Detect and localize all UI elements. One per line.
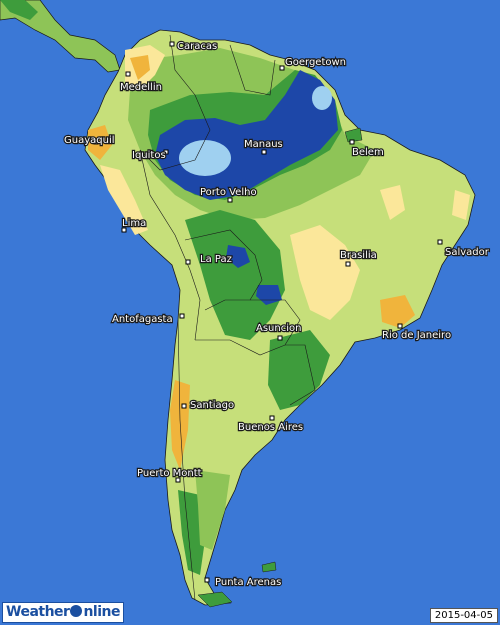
city-label-brasilia: Brasilia [340, 250, 377, 261]
city-label-manaus: Manaus [244, 139, 283, 150]
city-dot [185, 259, 191, 265]
dry-brazil-highlands [290, 225, 360, 320]
precipitation-layer [88, 45, 470, 575]
city-dot [349, 139, 355, 145]
wetter-band-andes [185, 210, 285, 340]
city-label-punta-arenas: Punta Arenas [215, 577, 281, 588]
border-line [184, 229, 263, 311]
city-label-porto-velho: Porto Velho [200, 187, 257, 198]
central-america-wet-patch [0, 0, 38, 20]
city-label-rio-de-janeiro: Rio de Janeiro [382, 330, 451, 341]
city-dot [397, 323, 403, 329]
dry-chile-coast [170, 380, 190, 470]
border-line [139, 34, 211, 171]
logo-text-nline: nline [83, 604, 120, 620]
country-borders [139, 34, 316, 601]
city-dot [227, 197, 233, 203]
city-dot [277, 335, 283, 341]
city-dot [163, 149, 169, 155]
city-dot [179, 313, 185, 319]
border-line [195, 339, 316, 406]
city-dot [181, 403, 187, 409]
city-markers: Caracas Goergetown Medellin Guayaquil Iq… [63, 40, 491, 589]
city-label-caracas: Caracas [177, 41, 217, 52]
city-label-santiago: Santiago [190, 400, 234, 411]
city-dot [125, 71, 131, 77]
tierra-del-fuego [197, 591, 233, 608]
saturated-core [179, 140, 231, 176]
city-dot [204, 577, 210, 583]
city-label-asuncion: Asuncion [256, 323, 301, 334]
border-line [139, 149, 201, 341]
city-dot [261, 149, 267, 155]
city-label-lima: Lima [122, 218, 146, 229]
logo-o-mark [70, 605, 83, 617]
dry-northeast [380, 185, 405, 220]
city-label-iquitos: Iquitos [132, 150, 166, 161]
saturated-coast [312, 86, 332, 110]
city-label-antofagasta: Antofagasta [112, 314, 173, 325]
city-label-medellin: Medellin [120, 82, 162, 93]
border-line [177, 319, 196, 601]
dry-peru-coast [100, 165, 148, 235]
border-line [229, 44, 276, 96]
city-dot [437, 239, 443, 245]
dry-ecuador [88, 125, 112, 160]
weatheronline-logo: Weather nline [2, 602, 124, 623]
falkland-islands [261, 561, 277, 573]
dry-rio [380, 295, 415, 328]
marajo-island [344, 127, 363, 143]
logo-text-weather: Weather [6, 604, 70, 620]
dry-salvador [452, 190, 470, 220]
city-dot [93, 139, 99, 145]
city-dot [175, 477, 181, 483]
city-dot [345, 261, 351, 267]
city-label-goergetown: Goergetown [285, 57, 346, 68]
city-label-guayaquil: Guayaquil [64, 135, 115, 146]
moderate-patagonia [195, 470, 230, 550]
city-label-buenos-aires: Buenos Aires [238, 422, 303, 433]
city-dot [269, 415, 275, 421]
city-dot [121, 227, 127, 233]
moderate-chile-south [178, 490, 205, 575]
city-label-belem: Belem [352, 147, 384, 158]
map-date: 2015-04-05 [429, 608, 498, 623]
very-wet-la-paz [226, 245, 250, 268]
city-dot [279, 65, 285, 71]
city-label-la-paz: La Paz [200, 254, 232, 265]
city-label-puerto-montt: Puerto Montt [137, 468, 202, 479]
border-line [250, 299, 301, 346]
dry-colombia-core [130, 55, 150, 80]
city-dot [169, 41, 175, 47]
city-label-salvador: Salvador [445, 247, 490, 258]
